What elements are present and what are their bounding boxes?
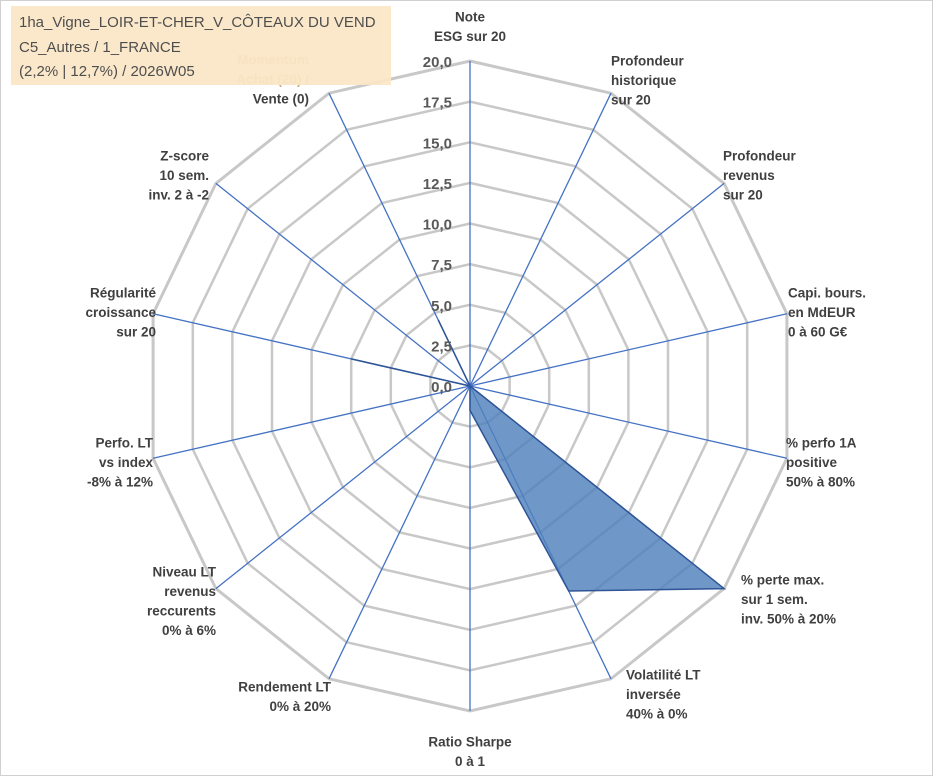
- tick-label: 17,5: [423, 95, 452, 112]
- axis-label-line: 0 à 1: [455, 754, 486, 769]
- axis-label-line: Niveau LT: [152, 565, 216, 580]
- axis-spoke: [215, 182, 471, 387]
- axis-label: Profondeur historique sur 20: [611, 54, 684, 108]
- tick-label: 20,0: [423, 54, 452, 71]
- axis-spoke: [215, 385, 471, 590]
- info-line-1: 1ha_Vigne_LOIR-ET-CHER_V_CÔTEAUX DU VEND: [19, 14, 376, 31]
- axis-label: Note ESG sur 20: [434, 10, 506, 45]
- tick-label: 2,5: [431, 338, 452, 355]
- axis-label-line: Régularité: [90, 286, 157, 301]
- axis-spoke: [469, 182, 725, 387]
- axis-label-line: revenus: [723, 168, 775, 183]
- axis-label-line: Perfo. LT: [95, 436, 153, 451]
- axis-label-line: positive: [786, 455, 838, 470]
- tick-layer: 0,0 2,5 5,0 7,5 10,0 12,5 15,0 17,5 20,0: [423, 54, 452, 396]
- axis-label-line: 0% à 6%: [162, 623, 216, 638]
- axis-label-line: reccurents: [147, 604, 216, 619]
- axis-label-line: vs index: [99, 455, 154, 470]
- axis-label-line: 0% à 20%: [269, 699, 331, 714]
- axis-label-line: 0 à 60 G€: [788, 325, 848, 340]
- axis-label-line: Volatilité LT: [626, 668, 701, 683]
- axis-label-line: historique: [611, 73, 677, 88]
- axis-label-line: Z-score: [160, 149, 209, 164]
- axis-label-line: Note: [455, 10, 485, 25]
- axis-spoke: [469, 92, 612, 387]
- axis-label: Rendement LT 0% à 20%: [238, 680, 332, 715]
- axis-spoke: [328, 385, 471, 680]
- tick-label: 15,0: [423, 135, 452, 152]
- axis-label-line: 50% à 80%: [786, 475, 855, 490]
- tick-label: 5,0: [431, 298, 452, 315]
- axis-label-line: revenus: [164, 584, 216, 599]
- info-line-3: (2,2% | 12,7%) / 2026W05: [19, 63, 195, 80]
- axis-label-line: -8% à 12%: [87, 475, 153, 490]
- tick-label: 12,5: [423, 176, 452, 193]
- axis-label-line: % perfo 1A: [786, 436, 857, 451]
- axis-label-line: Profondeur: [723, 149, 796, 164]
- axis-label-line: sur 20: [723, 188, 763, 203]
- info-line-2: C5_Autres / 1_FRANCE: [19, 39, 181, 56]
- tick-label: 10,0: [423, 217, 452, 234]
- axis-label-line: croissance: [85, 305, 156, 320]
- tick-label: 0,0: [431, 379, 452, 396]
- axis-label: Régularité croissance sur 20: [85, 286, 156, 340]
- axis-spoke: [469, 313, 788, 387]
- axis-label: Capi. bours. en MdEUR 0 à 60 G€: [788, 286, 866, 340]
- axis-label-line: Rendement LT: [238, 680, 332, 695]
- axis-label-line: Capi. bours.: [788, 286, 866, 301]
- axis-label: Perfo. LT vs index -8% à 12%: [87, 436, 154, 490]
- axis-label: % perte max. sur 1 sem. inv. 50% à 20%: [741, 573, 836, 627]
- axis-spoke: [152, 385, 471, 459]
- series-layer: [351, 319, 727, 592]
- axis-label: Z-score 10 sem. inv. 2 à -2: [148, 149, 209, 203]
- tick-label: 7,5: [431, 257, 452, 274]
- axis-label-line: sur 1 sem.: [741, 592, 808, 607]
- axis-label-line: Vente (0): [253, 92, 309, 107]
- info-box: 1ha_Vigne_LOIR-ET-CHER_V_CÔTEAUX DU VEND…: [11, 6, 391, 85]
- axis-label-line: % perte max.: [741, 573, 824, 588]
- axis-label: Niveau LT revenus reccurents 0% à 6%: [147, 565, 217, 639]
- axis-label: Profondeur revenus sur 20: [723, 149, 796, 203]
- axis-label-line: Profondeur: [611, 54, 684, 69]
- axis-label-line: sur 20: [116, 325, 156, 340]
- axis-label-line: Ratio Sharpe: [428, 735, 512, 750]
- axis-label-line: sur 20: [611, 93, 651, 108]
- axis-label-line: inv. 2 à -2: [148, 188, 209, 203]
- axis-label-line: inversée: [626, 687, 681, 702]
- axis-label-line: inv. 50% à 20%: [741, 612, 836, 627]
- label-layer: Note ESG sur 20 Profondeur historique sur 20…: [85, 10, 866, 770]
- axis-label: % perfo 1A positive 50% à 80%: [786, 436, 857, 490]
- axis-label: Ratio Sharpe 0 à 1: [428, 735, 512, 770]
- axis-label-line: en MdEUR: [788, 305, 856, 320]
- axis-label: Volatilité LT inversée 40% à 0%: [626, 668, 701, 722]
- axis-label-line: 40% à 0%: [626, 707, 688, 722]
- axis-label-line: ESG sur 20: [434, 29, 506, 44]
- axis-spoke: [469, 385, 788, 459]
- axis-label-line: 10 sem.: [159, 168, 209, 183]
